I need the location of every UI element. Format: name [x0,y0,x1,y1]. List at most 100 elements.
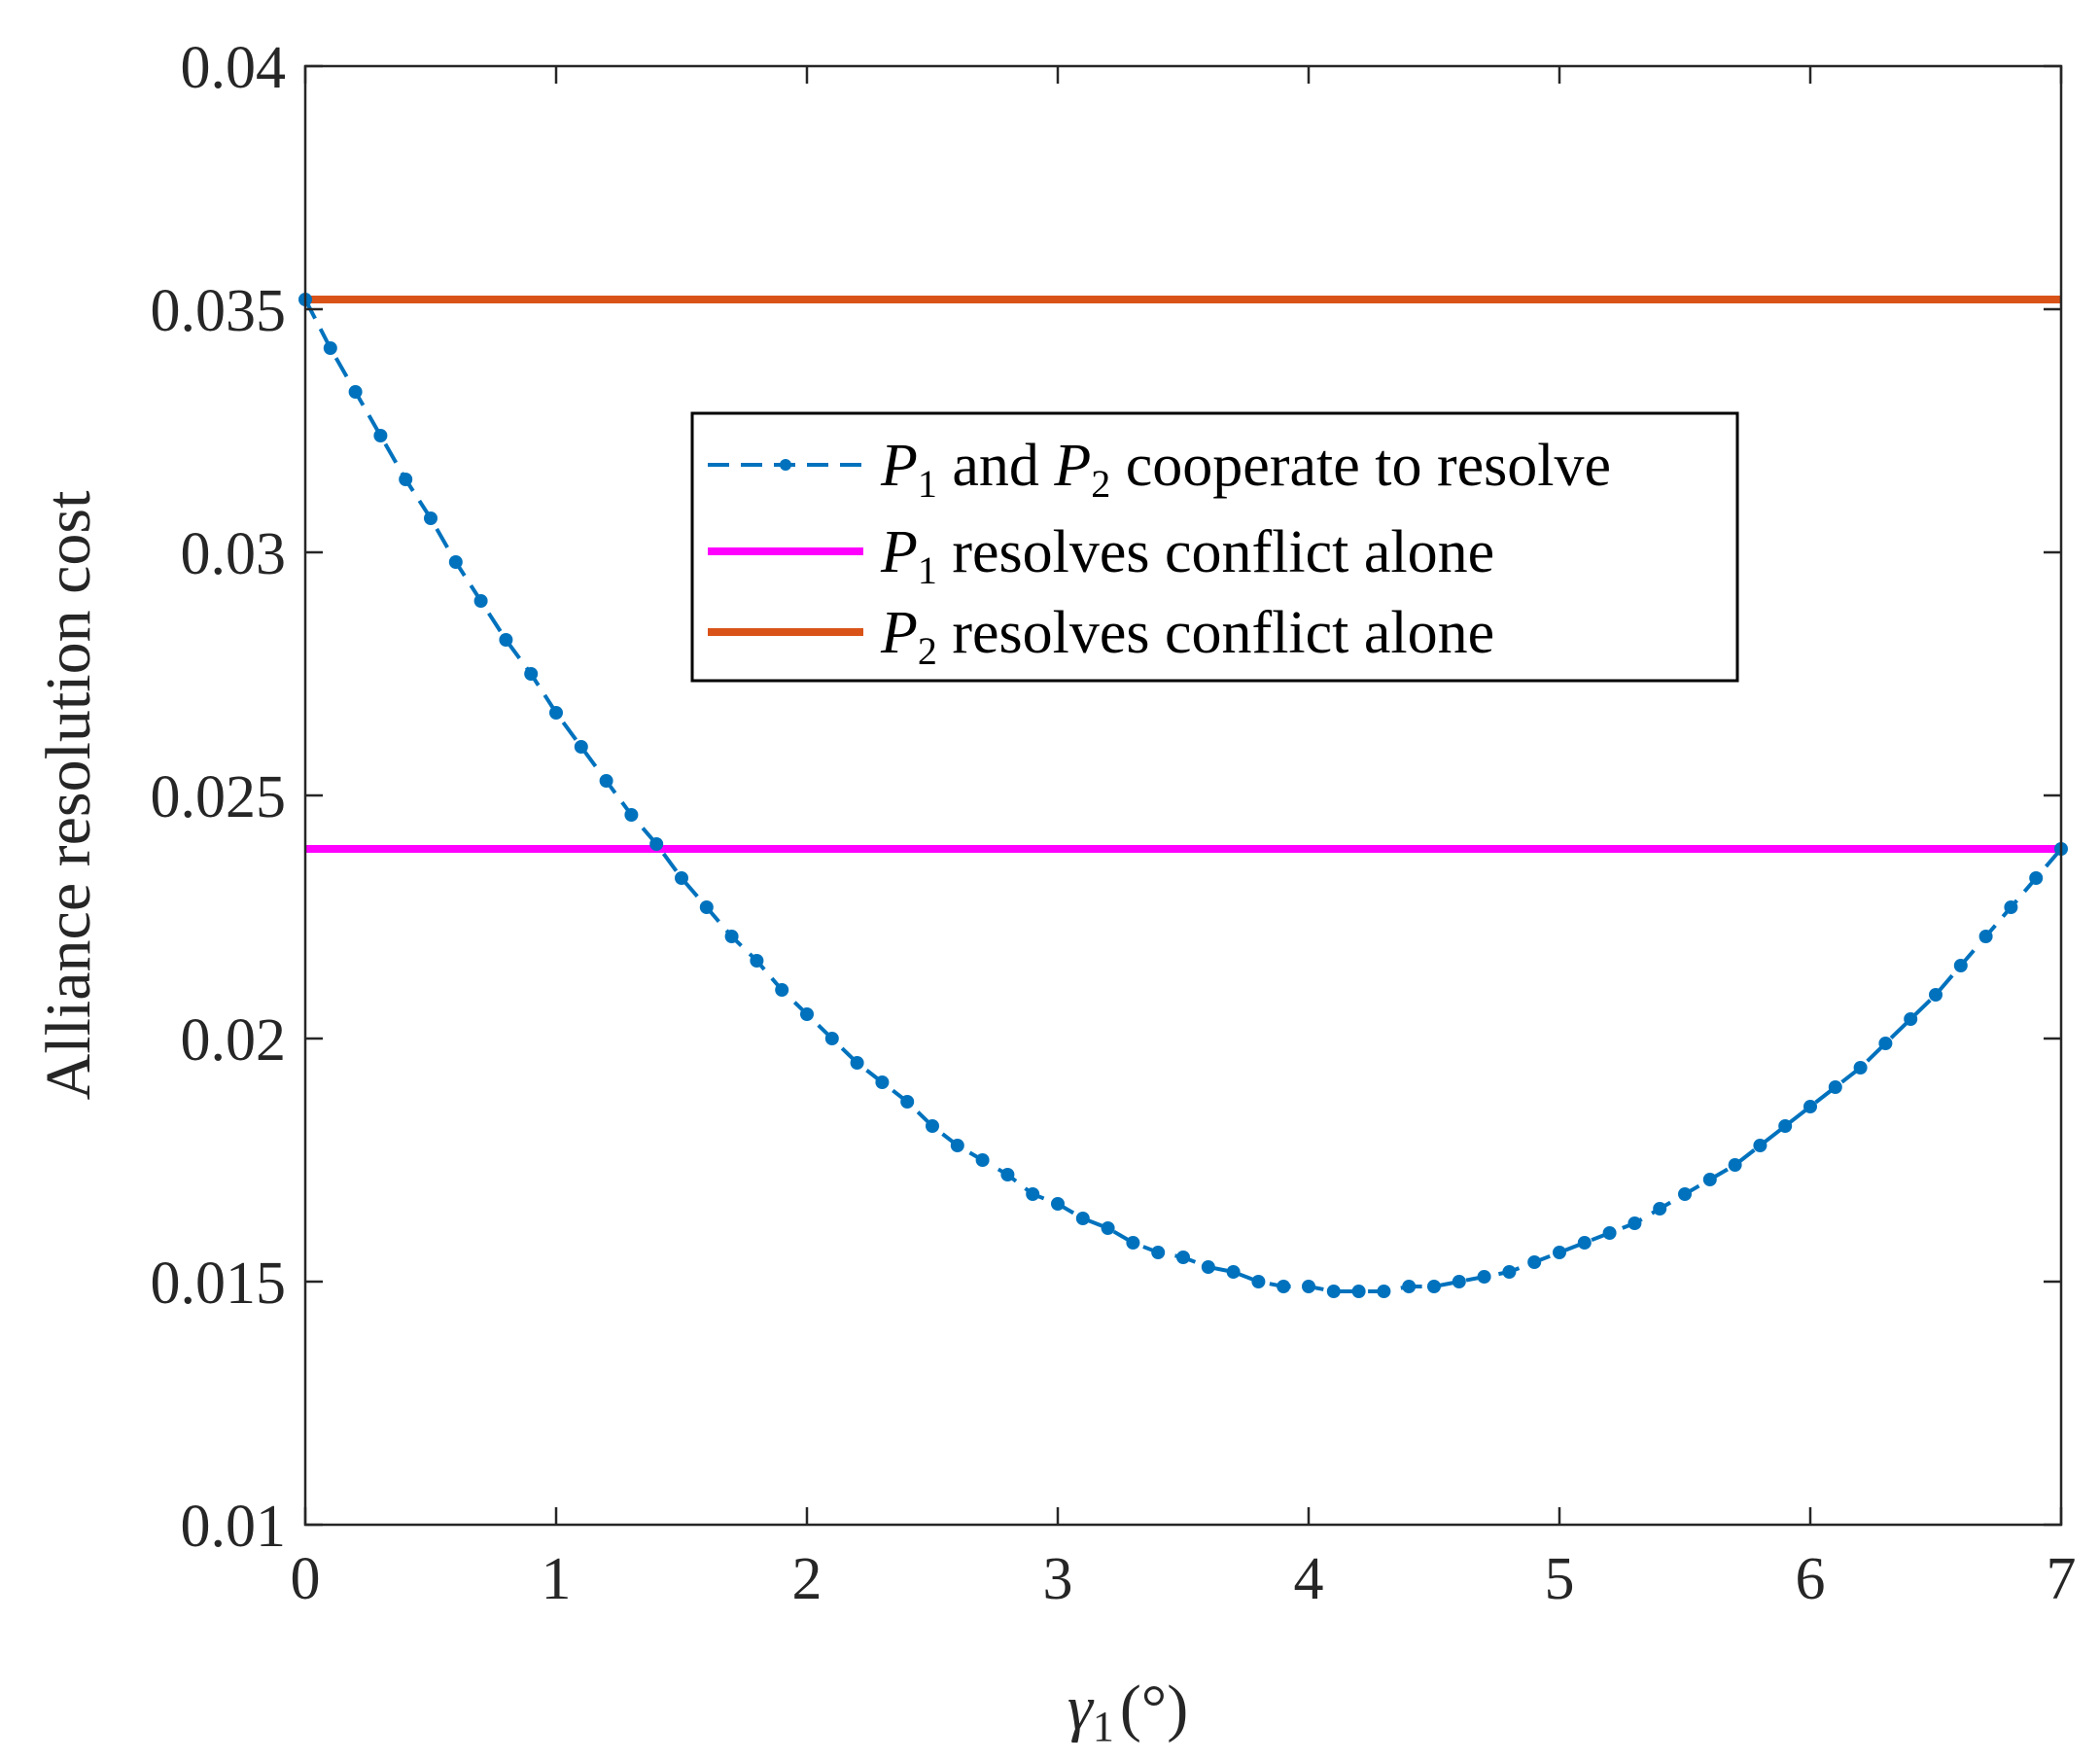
series-point [1628,1216,1642,1230]
series-point [1201,1260,1215,1274]
series-point [975,1153,990,1167]
series-point [323,341,337,355]
series-point [1277,1280,1291,1293]
series-point [1778,1119,1793,1133]
legend-box [690,411,1739,683]
y-tick-label: 0.02 [181,1007,287,1074]
legend-item-cooperate: P1 and P2 cooperate to resolve [708,433,1611,506]
series-point [775,983,789,997]
series-point [750,954,764,968]
series-point [1753,1139,1768,1152]
series-point [424,511,438,525]
series-point [473,594,488,608]
legend-label-cooperate: P1 and P2 cooperate to resolve [880,433,1611,506]
x-tick-label: 6 [1796,1546,1826,1612]
x-tick-label: 4 [1294,1546,1324,1612]
series-point [1828,1080,1842,1094]
series-point [1226,1265,1241,1279]
series-point [373,429,388,442]
y-tick-label: 0.04 [181,35,287,101]
series-point [900,1095,915,1109]
legend-label-p1-alone: P1 resolves conflict alone [880,519,1494,592]
series-point [399,473,413,486]
series-point [1176,1251,1190,1264]
series-point [1026,1187,1040,1201]
x-axis-unit: (°) [1120,1673,1188,1744]
x-axis-symbol: γ [1068,1673,1095,1744]
legend-item-p2-alone: P2 resolves conflict alone [708,600,1494,673]
series-point [524,667,539,681]
series-point [1853,1061,1868,1075]
plot-background [305,66,2061,1525]
series-point [499,633,513,647]
series-point [448,555,463,569]
y-axis-title: Alliance resolution cost [33,491,104,1101]
x-axis-title: γ1(°) [1068,1673,1188,1750]
series-point [950,1139,964,1152]
series-point [1728,1158,1742,1172]
x-tick-label: 1 [542,1546,572,1612]
series-point [675,871,688,885]
series-point [649,837,664,851]
series-point [574,740,588,754]
y-axis-ticks: 0.01 0.015 0.02 0.025 0.03 0.035 0.04 [151,35,2061,1560]
x-axis-subscript: 1 [1093,1703,1114,1750]
series-point [1326,1285,1341,1298]
series-point [1126,1236,1140,1250]
series-point [1904,1012,1918,1026]
series-point [1978,930,1993,943]
legend-item-p1-alone: P1 resolves conflict alone [708,519,1494,592]
series-point [800,1007,814,1021]
series-point [599,774,613,788]
series-point [2004,900,2018,914]
series-point [1803,1100,1817,1113]
series-point [1377,1285,1391,1298]
series-point [549,706,563,720]
series-point [699,900,714,914]
series-point [1502,1265,1517,1279]
y-tick-label: 0.025 [151,764,287,830]
series-point [926,1119,939,1133]
series-point [348,385,363,399]
series-point [1251,1275,1266,1288]
y-tick-label: 0.015 [151,1251,287,1317]
series-point [1302,1280,1315,1293]
x-tick-label: 7 [2047,1546,2077,1612]
series-point [1653,1202,1667,1216]
series-point [1101,1221,1115,1235]
series-point [1929,988,1942,1002]
series-point [1477,1270,1491,1284]
y-tick-label: 0.01 [181,1494,287,1560]
series-point [1351,1285,1366,1298]
series-point [1527,1255,1542,1269]
series-point [1452,1275,1466,1288]
legend: P1 and P2 cooperate to resolve P1 resolv… [690,411,1739,683]
series-point [1402,1280,1417,1293]
series-point [1151,1246,1166,1259]
series-point [1577,1236,1592,1250]
series-point [875,1075,890,1089]
series-point [1702,1173,1717,1186]
legend-label-p2-alone: P2 resolves conflict alone [880,600,1494,673]
x-tick-label: 5 [1545,1546,1575,1612]
series-point [724,930,739,943]
series-point [1051,1197,1065,1211]
series-point [1678,1187,1692,1201]
series-point [1953,959,1968,972]
x-axis-ticks: 0 1 2 3 4 5 6 7 [291,66,2077,1612]
x-tick-label: 0 [291,1546,321,1612]
x-tick-label: 3 [1043,1546,1073,1612]
series-point [2029,871,2044,885]
series-point [1602,1226,1617,1240]
y-tick-label: 0.035 [151,278,287,344]
series-point [824,1032,839,1045]
series-point [1075,1212,1090,1225]
series-point [850,1056,864,1070]
series-point [1878,1037,1893,1050]
x-tick-label: 2 [792,1546,822,1612]
y-tick-label: 0.03 [181,521,287,587]
series-point [1553,1246,1566,1259]
legend-marker-cooperate [780,459,791,471]
series-point [1427,1280,1441,1293]
